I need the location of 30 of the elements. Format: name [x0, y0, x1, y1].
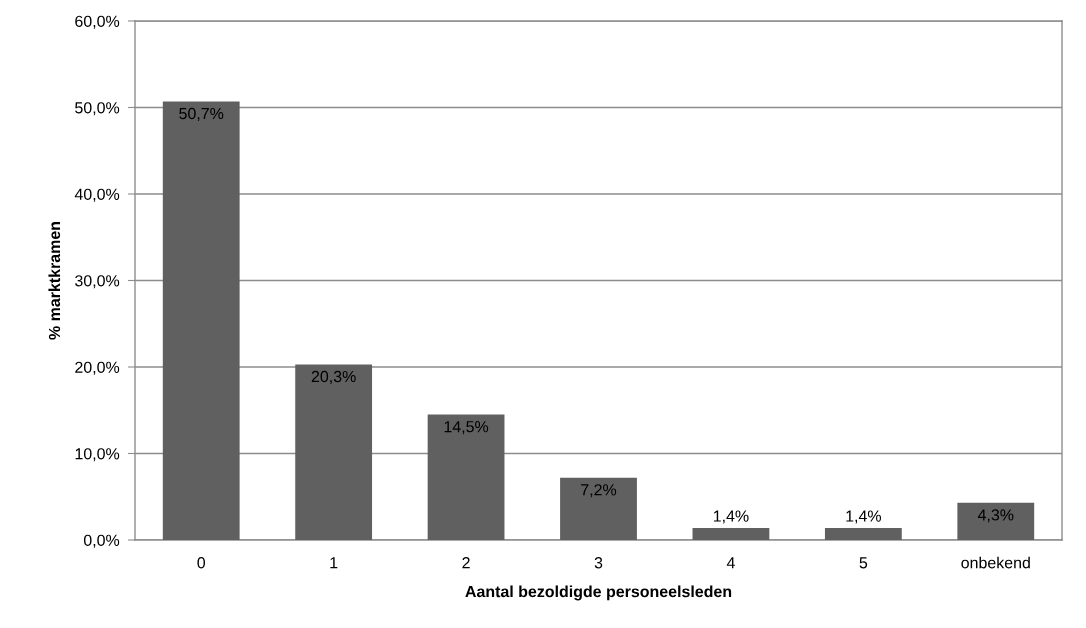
- x-tick-label: 2: [462, 557, 470, 569]
- y-tick-label: 50,0%: [75, 102, 120, 116]
- x-tick-label: 4: [726, 557, 735, 569]
- data-label: 7,2%: [581, 484, 617, 498]
- y-tick-label: 20,0%: [75, 361, 120, 375]
- x-axis-title: Aantal bezoldigde personeelsleden: [465, 585, 732, 601]
- x-tick-label: 1: [330, 557, 338, 569]
- x-tick-label: 0: [197, 557, 206, 569]
- data-label: 14,5%: [444, 421, 489, 435]
- data-label: 4,3%: [977, 509, 1014, 523]
- y-tick-label: 0,0%: [83, 534, 120, 548]
- data-label: 1,4%: [846, 510, 881, 524]
- bar: [692, 527, 770, 540]
- bar: [295, 364, 373, 540]
- y-tick-label: 40,0%: [74, 188, 120, 202]
- y-axis-title: % marktkramen: [48, 222, 61, 340]
- bar: [427, 414, 505, 540]
- y-tick-label: 10,0%: [75, 448, 120, 462]
- y-tick-label: 30,0%: [75, 275, 120, 289]
- bar: [560, 477, 637, 540]
- data-label: 1,4%: [713, 510, 749, 524]
- x-tick-label: 3: [594, 557, 603, 569]
- data-label: 20,3%: [311, 370, 356, 385]
- bar: [824, 527, 902, 540]
- y-tick-label: 60,0%: [75, 15, 120, 29]
- x-tick-label: 5: [859, 557, 868, 569]
- x-tick-label: onbekend: [961, 556, 1030, 569]
- bar: [957, 502, 1035, 540]
- bar: [162, 101, 240, 540]
- data-label: 50,7%: [179, 107, 224, 122]
